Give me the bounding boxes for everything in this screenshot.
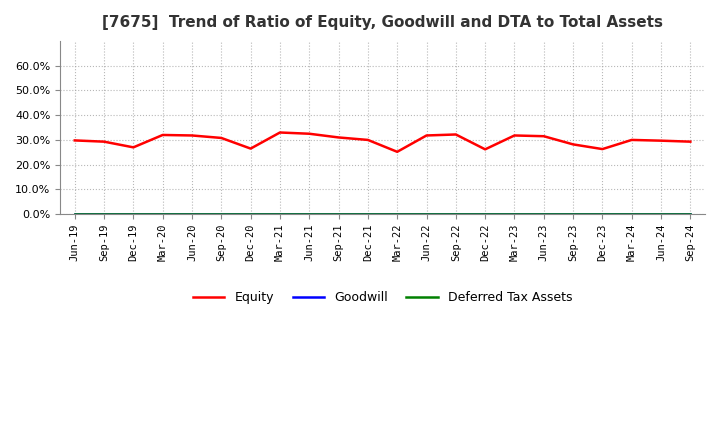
- Equity: [393, 149, 402, 154]
- Goodwill: [246, 212, 255, 217]
- Deferred Tax Assets: [686, 212, 695, 217]
- Goodwill: [217, 212, 225, 217]
- Goodwill: [71, 212, 79, 217]
- Deferred Tax Assets: [539, 212, 548, 217]
- Deferred Tax Assets: [451, 212, 460, 217]
- Goodwill: [188, 212, 197, 217]
- Equity: [422, 133, 431, 138]
- Equity: [364, 137, 372, 143]
- Equity: [100, 139, 109, 144]
- Deferred Tax Assets: [100, 212, 109, 217]
- Goodwill: [393, 212, 402, 217]
- Deferred Tax Assets: [334, 212, 343, 217]
- Goodwill: [539, 212, 548, 217]
- Equity: [451, 132, 460, 137]
- Deferred Tax Assets: [305, 212, 314, 217]
- Equity: [305, 131, 314, 136]
- Deferred Tax Assets: [481, 212, 490, 217]
- Goodwill: [598, 212, 607, 217]
- Equity: [657, 138, 665, 143]
- Deferred Tax Assets: [422, 212, 431, 217]
- Goodwill: [305, 212, 314, 217]
- Equity: [334, 135, 343, 140]
- Goodwill: [686, 212, 695, 217]
- Equity: [598, 147, 607, 152]
- Deferred Tax Assets: [217, 212, 225, 217]
- Goodwill: [422, 212, 431, 217]
- Goodwill: [364, 212, 372, 217]
- Equity: [510, 133, 519, 138]
- Equity: [129, 145, 138, 150]
- Goodwill: [481, 212, 490, 217]
- Equity: [158, 132, 167, 138]
- Equity: [217, 136, 225, 141]
- Goodwill: [334, 212, 343, 217]
- Equity: [686, 139, 695, 144]
- Equity: [276, 130, 284, 135]
- Title: [7675]  Trend of Ratio of Equity, Goodwill and DTA to Total Assets: [7675] Trend of Ratio of Equity, Goodwil…: [102, 15, 663, 30]
- Equity: [627, 137, 636, 143]
- Deferred Tax Assets: [569, 212, 577, 217]
- Deferred Tax Assets: [188, 212, 197, 217]
- Deferred Tax Assets: [657, 212, 665, 217]
- Goodwill: [569, 212, 577, 217]
- Goodwill: [627, 212, 636, 217]
- Deferred Tax Assets: [598, 212, 607, 217]
- Deferred Tax Assets: [510, 212, 519, 217]
- Deferred Tax Assets: [71, 212, 79, 217]
- Deferred Tax Assets: [276, 212, 284, 217]
- Deferred Tax Assets: [393, 212, 402, 217]
- Equity: [569, 142, 577, 147]
- Goodwill: [657, 212, 665, 217]
- Goodwill: [510, 212, 519, 217]
- Equity: [481, 147, 490, 152]
- Deferred Tax Assets: [364, 212, 372, 217]
- Equity: [188, 133, 197, 138]
- Goodwill: [100, 212, 109, 217]
- Goodwill: [129, 212, 138, 217]
- Deferred Tax Assets: [158, 212, 167, 217]
- Deferred Tax Assets: [246, 212, 255, 217]
- Goodwill: [451, 212, 460, 217]
- Legend: Equity, Goodwill, Deferred Tax Assets: Equity, Goodwill, Deferred Tax Assets: [188, 286, 577, 309]
- Goodwill: [158, 212, 167, 217]
- Equity: [539, 134, 548, 139]
- Goodwill: [276, 212, 284, 217]
- Deferred Tax Assets: [129, 212, 138, 217]
- Equity: [246, 146, 255, 151]
- Deferred Tax Assets: [627, 212, 636, 217]
- Equity: [71, 138, 79, 143]
- Line: Equity: Equity: [75, 132, 690, 152]
